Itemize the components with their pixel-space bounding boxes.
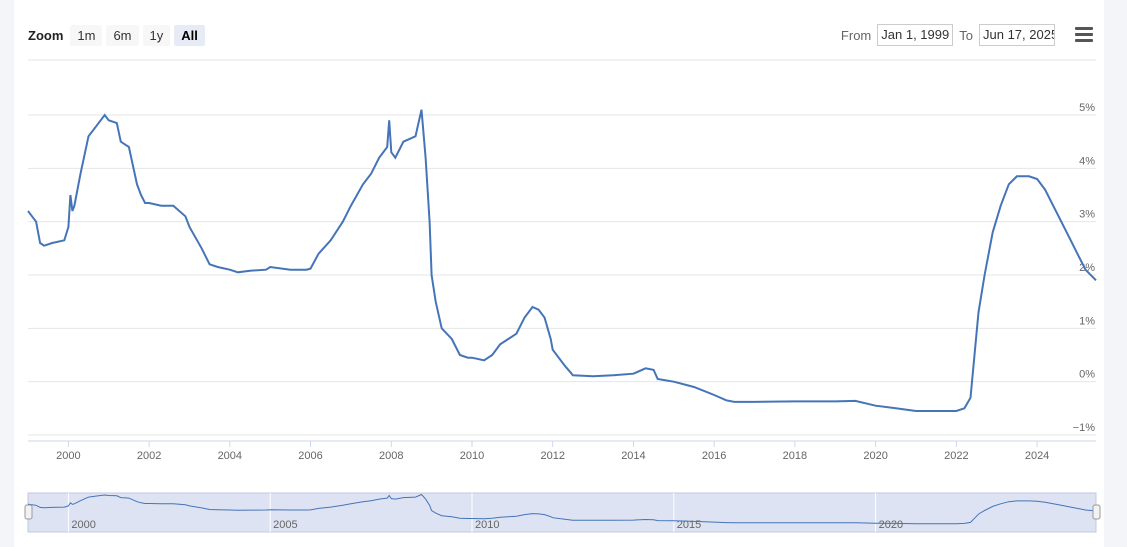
y-tick-label: 4%: [1079, 155, 1095, 167]
x-tick-label: 2010: [460, 450, 484, 462]
x-tick-label: 2002: [137, 450, 161, 462]
to-label: To: [959, 27, 973, 43]
x-tick-label: 2016: [702, 450, 726, 462]
grid-lines: [28, 59, 1096, 436]
series-line: [27, 109, 1097, 412]
x-tick-label: 2020: [863, 450, 887, 462]
navigator-tick-label: 2010: [475, 519, 499, 531]
zoom-all-button[interactable]: All: [174, 24, 205, 46]
navigator-tick-label: 2015: [677, 519, 701, 531]
x-tick-label: 2000: [56, 450, 80, 462]
y-tick-label: 3%: [1079, 209, 1095, 221]
x-tick-label: 2024: [1025, 450, 1049, 462]
zoom-6m-button[interactable]: 6m: [106, 24, 139, 46]
zoom-label: Zoom: [28, 27, 64, 43]
to-date-input[interactable]: Jun 17, 2025: [979, 24, 1055, 46]
navigator-tick-label: 2020: [879, 519, 903, 531]
hamburger-menu-icon[interactable]: [1075, 27, 1093, 43]
y-tick-label: 5%: [1079, 102, 1095, 114]
x-tick-label: 2006: [298, 450, 322, 462]
x-tick-label: 2014: [621, 450, 645, 462]
from-date-input[interactable]: Jan 1, 1999: [877, 24, 954, 46]
x-tick-label: 2022: [944, 450, 968, 462]
x-tick-label: 2018: [783, 450, 807, 462]
x-axis: 2000 2002 2004 2006 2008 2010 2012 2014 2016 2018…: [28, 440, 1096, 462]
navigator-mask[interactable]: [27, 492, 1097, 533]
chart-panel: [14, 0, 1104, 547]
from-label: From: [840, 27, 872, 43]
date-range-selector: From Jan 1, 1999 To Jun 17, 2025: [841, 24, 1055, 46]
zoom-toolbar: Zoom 1m 6m 1y All: [28, 24, 205, 46]
navigator-series-line: [27, 493, 1097, 525]
y-tick-label: −1%: [1073, 422, 1096, 434]
zoom-1m-button[interactable]: 1m: [70, 24, 103, 46]
x-tick-label: 2004: [218, 450, 242, 462]
zoom-1y-button[interactable]: 1y: [142, 24, 171, 46]
x-tick-label: 2012: [540, 450, 564, 462]
navigator-left-handle[interactable]: [24, 504, 33, 520]
y-tick-label: 1%: [1079, 315, 1095, 327]
navigator-tick-label: 2000: [71, 519, 95, 531]
navigator[interactable]: 2000 2005 2010 2015 2020: [24, 492, 1101, 533]
x-tick-label: 2008: [379, 450, 403, 462]
navigator-tick-label: 2005: [273, 519, 297, 531]
navigator-right-handle[interactable]: [1092, 504, 1101, 520]
y-tick-label: 0%: [1079, 369, 1095, 381]
